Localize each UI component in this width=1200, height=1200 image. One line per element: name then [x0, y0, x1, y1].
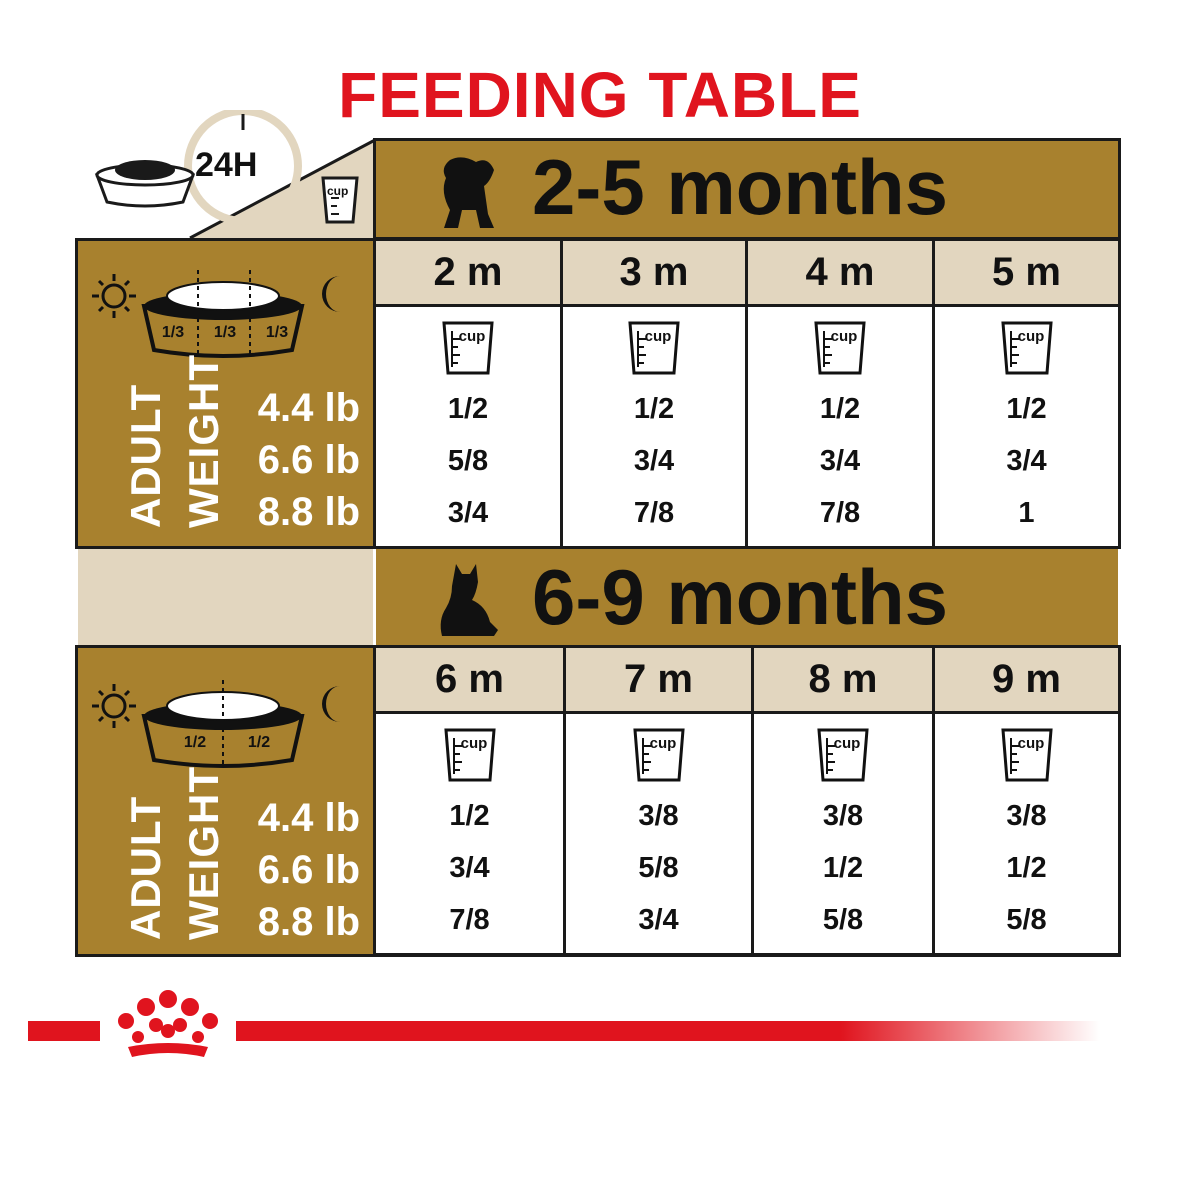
portion-fraction: 1/2 — [183, 734, 207, 751]
hours-label: 24H — [195, 146, 258, 184]
sun-icon — [92, 684, 136, 728]
dog-icon — [440, 564, 498, 636]
section2-weights: 4.4 lb 6.6 lb 8.8 lb — [240, 796, 360, 946]
feeding-amount: 1/2 — [633, 393, 675, 425]
svg-text:cup: cup — [459, 328, 486, 345]
header-corner — [94, 110, 375, 238]
cup-icon: cup — [1001, 321, 1053, 375]
corner-cup-label: cup — [327, 184, 349, 198]
portion-fraction: 1/2 — [247, 734, 271, 751]
moon-icon — [322, 686, 340, 722]
weight-row-label: 6.6 lb — [257, 848, 360, 892]
feeding-amount: 3/4 — [633, 445, 675, 477]
brand-line-right — [236, 1021, 1100, 1041]
section1-title: 2-5 months — [532, 143, 949, 231]
svg-text:cup: cup — [834, 735, 861, 752]
page-title: FEEDING TABLE — [338, 59, 862, 131]
feeding-amount: 1/2 — [449, 800, 490, 832]
column-header: 8 m — [754, 648, 932, 711]
feeding-amount: 3/4 — [638, 904, 679, 936]
feeding-amount: 1/2 — [447, 393, 489, 425]
feeding-amount: 7/8 — [633, 497, 675, 529]
weight-row-label: 4.4 lb — [257, 386, 360, 430]
feeding-amount: 1/2 — [1006, 852, 1047, 884]
svg-text:cup: cup — [461, 735, 488, 752]
bowl-icon — [141, 676, 305, 768]
column-cell: cup 3/8 1/2 5/8 — [935, 714, 1118, 953]
feeding-amount: 3/8 — [1006, 800, 1047, 832]
column-cell: cup 3/8 1/2 5/8 — [754, 714, 932, 953]
column-cell: cup 1/2 3/4 7/8 — [748, 307, 932, 546]
section2-header — [376, 549, 1118, 645]
feeding-amount: 3/8 — [638, 800, 679, 832]
puppy-icon — [443, 157, 494, 228]
portion-fraction: 1/3 — [265, 324, 289, 341]
portion-fraction: 1/3 — [213, 324, 237, 341]
cup-icon: cup — [1001, 728, 1053, 782]
weight-row-label: 8.8 lb — [257, 900, 360, 944]
cup-icon — [321, 176, 359, 224]
column-header: 9 m — [935, 648, 1118, 711]
column-cell: cup 1/2 3/4 7/8 — [376, 714, 563, 953]
weight-row-label: 4.4 lb — [257, 796, 360, 840]
section1-bowl-diagram — [92, 266, 340, 358]
cup-icon: cup — [442, 321, 494, 375]
weight-label: WEIGHT — [180, 354, 227, 528]
column-cell: cup 1/2 3/4 1 — [935, 307, 1118, 546]
cup-icon: cup — [628, 321, 680, 375]
feeding-amount: 5/8 — [822, 904, 864, 936]
feeding-amount: 3/4 — [449, 852, 490, 884]
sun-icon — [92, 274, 136, 318]
column-cell: cup 1/2 5/8 3/4 — [376, 307, 560, 546]
column-header: 2 m — [376, 241, 560, 304]
feeding-amount: 3/8 — [822, 800, 864, 832]
cup-icon: cup — [817, 728, 869, 782]
feeding-amount: 3/4 — [1006, 445, 1047, 477]
svg-text:cup: cup — [650, 735, 677, 752]
column-cell: cup 3/8 5/8 3/4 — [566, 714, 751, 953]
feeding-amount: 1/2 — [1006, 393, 1047, 425]
section1-header — [376, 141, 1118, 237]
feeding-amount: 3/4 — [819, 445, 861, 477]
weight-row-label: 6.6 lb — [257, 438, 360, 482]
weight-label: WEIGHT — [180, 766, 227, 940]
section2-title: 6-9 months — [532, 553, 949, 641]
column-header: 5 m — [935, 241, 1118, 304]
brand-line-left — [28, 1021, 100, 1041]
adult-label: ADULT — [122, 383, 169, 528]
feeding-amount: 1/2 — [819, 393, 861, 425]
svg-text:cup: cup — [1018, 328, 1045, 345]
feeding-amount: 1 — [1018, 497, 1035, 529]
cup-icon: cup — [633, 728, 685, 782]
column-header: 3 m — [563, 241, 745, 304]
portion-fraction: 1/3 — [161, 324, 185, 341]
cup-icon: cup — [814, 321, 866, 375]
section2-bowl-diagram — [92, 676, 340, 768]
feeding-amount: 3/4 — [447, 497, 489, 529]
bowl-icon — [141, 266, 305, 358]
column-cell: cup 1/2 3/4 7/8 — [563, 307, 745, 546]
svg-text:cup: cup — [645, 328, 672, 345]
feeding-amount: 5/8 — [447, 445, 489, 477]
adult-label: ADULT — [122, 795, 169, 940]
svg-text:cup: cup — [1018, 735, 1045, 752]
bowl-icon — [94, 160, 196, 208]
section2-side-header — [78, 549, 373, 645]
feeding-amount: 5/8 — [638, 852, 679, 884]
svg-text:cup: cup — [831, 328, 858, 345]
cup-icon: cup — [444, 728, 496, 782]
crown-logo — [118, 990, 218, 1057]
feeding-amount: 5/8 — [1006, 904, 1047, 936]
column-header: 7 m — [566, 648, 751, 711]
feeding-amount: 7/8 — [449, 904, 490, 936]
column-header: 6 m — [376, 648, 563, 711]
section1-weights: 4.4 lb 6.6 lb 8.8 lb — [240, 386, 360, 536]
feeding-amount: 7/8 — [819, 497, 861, 529]
weight-row-label: 8.8 lb — [257, 490, 360, 534]
moon-icon — [322, 276, 340, 312]
feeding-amount: 1/2 — [822, 852, 864, 884]
clock-icon — [184, 110, 302, 225]
column-header: 4 m — [748, 241, 932, 304]
